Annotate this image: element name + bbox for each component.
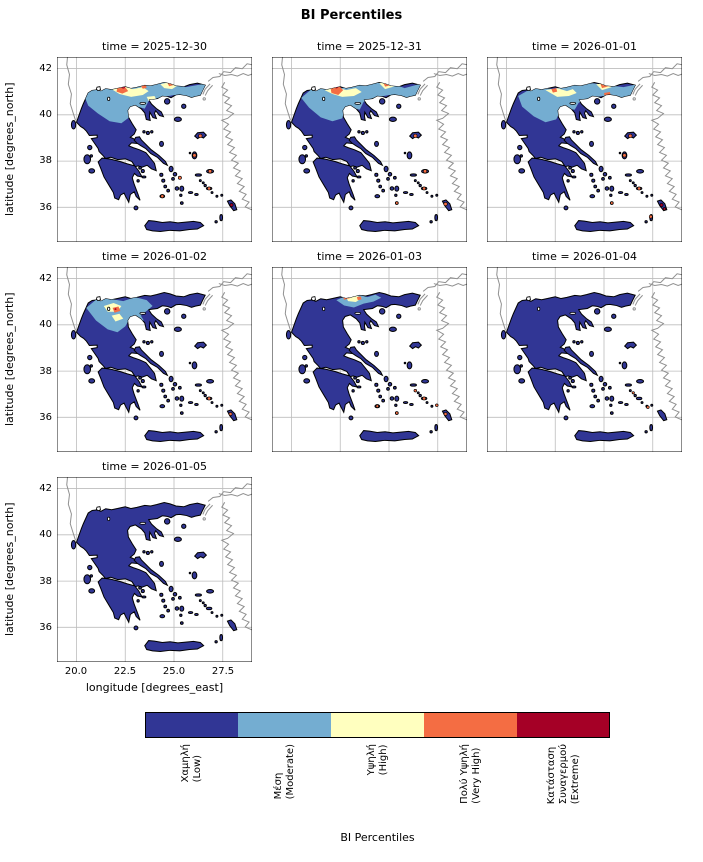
overlay-moderate xyxy=(84,82,206,124)
x-tick: 20.0 xyxy=(64,666,88,677)
colorbar-outline xyxy=(145,712,610,738)
y-tick: 38 xyxy=(39,366,52,377)
facet-title: time = 2026-01-04 xyxy=(532,250,637,263)
map-2026-01-02 xyxy=(57,267,252,452)
colorbar-tick-high: Υψηλή (High) xyxy=(365,744,389,776)
y-tick: 38 xyxy=(39,576,52,587)
colorbar-tick-extreme: Κατάσταση Συναγερμού (Extreme) xyxy=(545,744,581,805)
island-hotspots-very-high xyxy=(376,389,447,415)
colorbar-segment-extreme xyxy=(517,712,610,738)
island-hotspots-extreme xyxy=(660,203,666,210)
y-tick: 42 xyxy=(39,63,52,74)
colorbar-segment-very-high xyxy=(424,712,517,738)
facet-panel-7: time = 2026-01-05 xyxy=(57,460,252,662)
colorbar-segment-moderate xyxy=(238,712,331,738)
facet-panel-4: time = 2026-01-02 xyxy=(57,250,252,452)
y-tick: 42 xyxy=(39,483,52,494)
facet-title: time = 2025-12-30 xyxy=(102,40,207,53)
map-2025-12-30 xyxy=(57,57,252,242)
y-tick: 36 xyxy=(39,412,52,423)
facet-title: time = 2026-01-02 xyxy=(102,250,207,263)
y-tick: 40 xyxy=(39,109,52,120)
x-tick: 27.5 xyxy=(211,666,235,677)
facet-panel-6: time = 2026-01-04 xyxy=(487,250,682,452)
island-hotspots-very-high xyxy=(161,134,212,198)
y-tick: 40 xyxy=(39,319,52,330)
island-hotspots-very-high xyxy=(610,134,652,218)
facet-panel-5: time = 2026-01-03 xyxy=(272,250,467,452)
map-2026-01-04 xyxy=(487,267,682,452)
overlay-extreme xyxy=(114,308,117,311)
greece-land xyxy=(285,291,453,443)
island-hotspots-extreme xyxy=(230,203,233,206)
colorbar-label: BI Percentiles xyxy=(340,831,415,844)
y-tick: 36 xyxy=(39,622,52,633)
facet-title: time = 2026-01-03 xyxy=(317,250,422,263)
greece-land xyxy=(500,291,668,443)
map-2026-01-01 xyxy=(487,57,682,242)
island-hotspots-very-high xyxy=(395,134,447,206)
y-axis-label-row2: latitude [degrees_north] xyxy=(3,292,16,427)
facet-title: time = 2026-01-05 xyxy=(102,460,207,473)
map-2026-01-05 xyxy=(57,477,252,662)
island-hotspots-very-high xyxy=(208,397,233,416)
island-hotspots-very-high xyxy=(632,392,649,409)
overlay-very-high xyxy=(112,306,121,313)
y-tick: 42 xyxy=(39,273,52,284)
colorbar-segment-high xyxy=(331,712,424,738)
colorbar-tick-low: Χαμηλή (Low) xyxy=(179,744,203,783)
map-2026-01-03 xyxy=(272,267,467,452)
y-axis-label-row3: latitude [degrees_north] xyxy=(3,502,16,637)
colorbar-segment-low xyxy=(145,712,238,738)
map-2025-12-31 xyxy=(272,57,467,242)
x-tick: 22.5 xyxy=(113,666,137,677)
colorbar-swatches xyxy=(145,712,610,738)
y-axis-label-row1: latitude [degrees_north] xyxy=(3,82,16,217)
facet-panel-3: time = 2026-01-01 xyxy=(487,40,682,242)
x-tick: 25.0 xyxy=(162,666,186,677)
facet-panel-2: time = 2025-12-31 xyxy=(272,40,467,242)
y-tick: 40 xyxy=(39,529,52,540)
colorbar-tick-very-high: Πολύ Υψηλή (Very High) xyxy=(458,744,482,804)
facet-panel-1: time = 2025-12-30 xyxy=(57,40,252,242)
colorbar-tick-moderate: Μέση (Moderate) xyxy=(272,744,296,800)
greece-land xyxy=(70,501,238,653)
colorbar xyxy=(145,712,610,742)
y-tick: 38 xyxy=(39,155,52,166)
facet-title: time = 2025-12-31 xyxy=(317,40,422,53)
facet-title: time = 2026-01-01 xyxy=(532,40,637,53)
y-tick: 36 xyxy=(39,202,52,213)
x-axis-label: longitude [degrees_east] xyxy=(85,681,224,694)
figure-title: BI Percentiles xyxy=(300,8,403,23)
